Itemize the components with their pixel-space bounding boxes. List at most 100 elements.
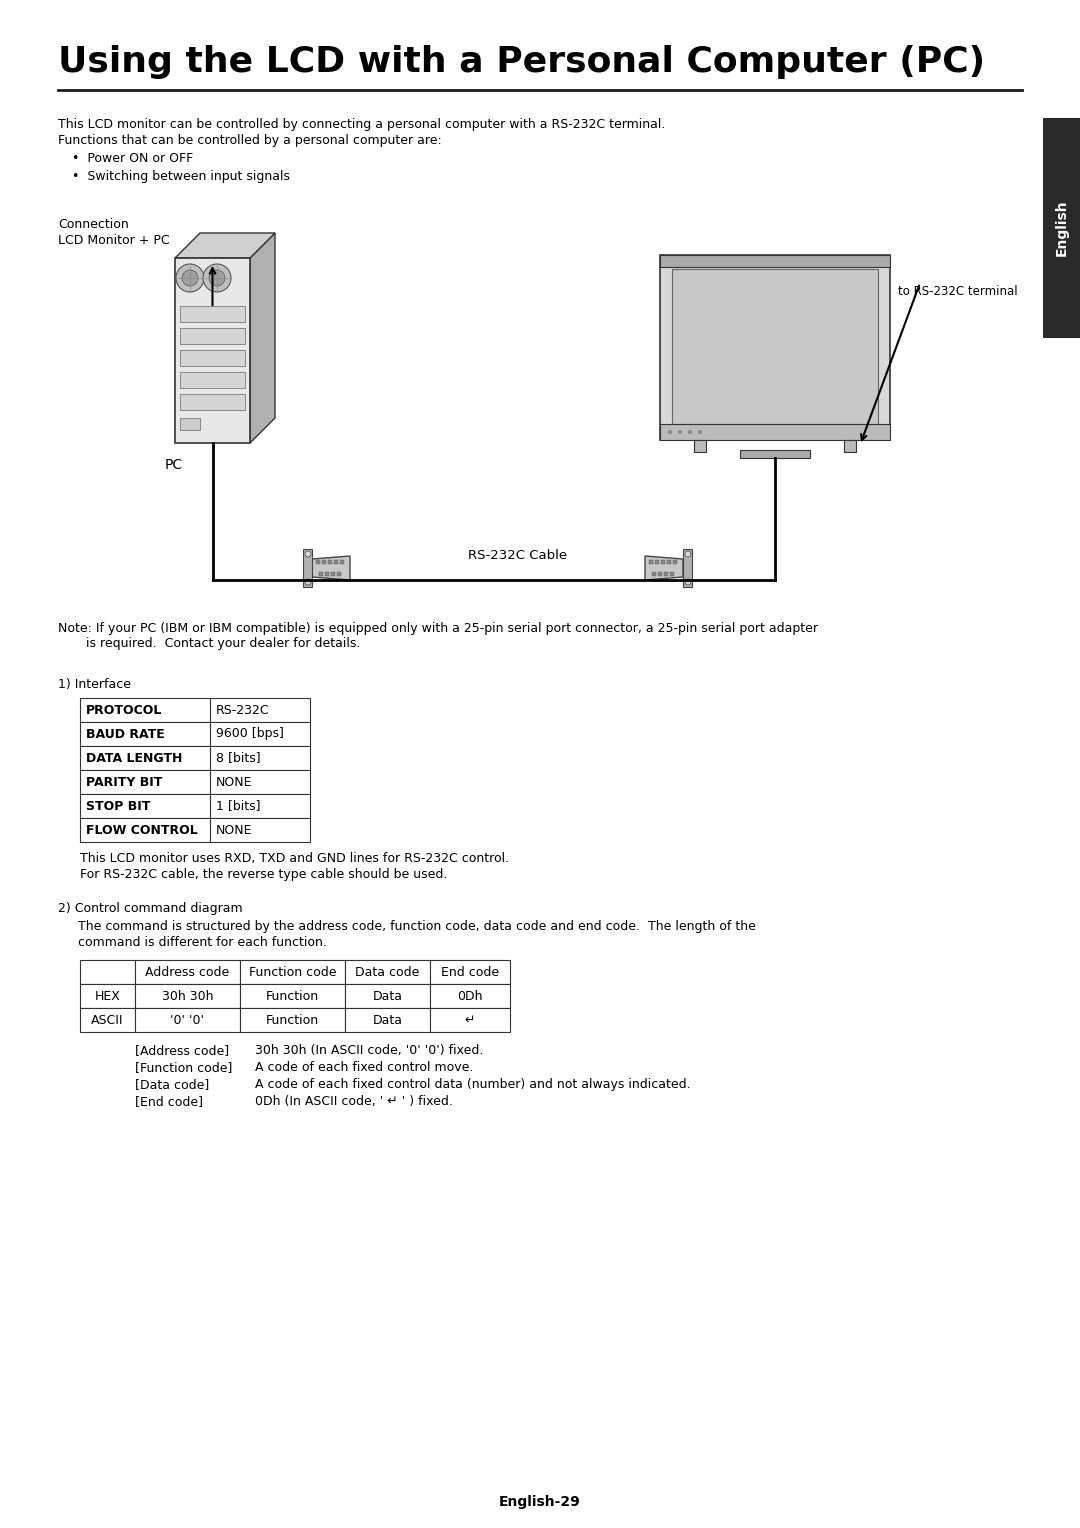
Circle shape [203, 264, 231, 292]
Circle shape [305, 579, 311, 585]
Circle shape [669, 429, 672, 434]
Text: DATA LENGTH: DATA LENGTH [86, 752, 183, 764]
Text: 0Dh: 0Dh [457, 990, 483, 1002]
Text: 2) Control command diagram: 2) Control command diagram [58, 902, 243, 915]
Bar [135, 960, 240, 984]
Bar [430, 960, 510, 984]
Bar [683, 549, 692, 587]
Text: This LCD monitor uses RXD, TXD and GND lines for RS-232C control.: This LCD monitor uses RXD, TXD and GND l… [80, 853, 509, 865]
Bar [652, 571, 656, 576]
Bar [673, 559, 677, 564]
Bar [80, 698, 210, 723]
Bar [322, 559, 326, 564]
Circle shape [685, 579, 691, 585]
Bar [334, 559, 338, 564]
Text: 30h 30h (In ASCII code, '0' '0') fixed.: 30h 30h (In ASCII code, '0' '0') fixed. [255, 1044, 484, 1057]
Bar [80, 1008, 135, 1031]
Bar [316, 559, 320, 564]
Bar [240, 960, 345, 984]
Text: English-29: English-29 [499, 1494, 581, 1510]
Text: Functions that can be controlled by a personal computer are:: Functions that can be controlled by a pe… [58, 134, 442, 147]
Bar [80, 770, 210, 795]
Bar [303, 549, 312, 587]
Text: PROTOCOL: PROTOCOL [86, 703, 162, 717]
Text: FLOW CONTROL: FLOW CONTROL [86, 824, 198, 836]
Text: [Address code]: [Address code] [135, 1044, 229, 1057]
Polygon shape [249, 232, 275, 443]
Bar [664, 571, 669, 576]
Bar [210, 770, 310, 795]
Bar [80, 723, 210, 746]
Bar [694, 440, 706, 452]
Text: End code: End code [441, 966, 499, 978]
Text: RS-232C: RS-232C [216, 703, 270, 717]
Text: PC: PC [165, 458, 184, 472]
Bar [337, 571, 341, 576]
Bar [180, 350, 245, 367]
Text: 0Dh (In ASCII code, ' ↵ ' ) fixed.: 0Dh (In ASCII code, ' ↵ ' ) fixed. [255, 1096, 453, 1108]
Text: •  Switching between input signals: • Switching between input signals [72, 170, 291, 183]
Text: ↵: ↵ [464, 1013, 475, 1027]
Text: A code of each fixed control move.: A code of each fixed control move. [255, 1060, 473, 1074]
Circle shape [305, 552, 311, 558]
Bar [330, 571, 335, 576]
Bar [180, 329, 245, 344]
Bar [430, 984, 510, 1008]
Bar [654, 559, 659, 564]
Bar [325, 571, 329, 576]
Bar [658, 571, 662, 576]
Polygon shape [645, 556, 683, 581]
Bar [135, 1008, 240, 1031]
Bar [661, 559, 665, 564]
Bar [210, 817, 310, 842]
Bar [345, 984, 430, 1008]
Text: 1) Interface: 1) Interface [58, 678, 131, 691]
Bar [210, 723, 310, 746]
Bar [175, 258, 249, 443]
Text: Using the LCD with a Personal Computer (PC): Using the LCD with a Personal Computer (… [58, 44, 985, 79]
Text: Data code: Data code [355, 966, 420, 978]
Bar [180, 306, 245, 322]
Bar [340, 559, 345, 564]
Text: This LCD monitor can be controlled by connecting a personal computer with a RS-2: This LCD monitor can be controlled by co… [58, 118, 665, 131]
Bar [80, 960, 135, 984]
Bar [660, 255, 890, 440]
Text: to RS-232C terminal: to RS-232C terminal [897, 286, 1017, 298]
Bar [80, 817, 210, 842]
Text: '0' '0': '0' '0' [171, 1013, 204, 1027]
Text: NONE: NONE [216, 776, 253, 788]
Text: Function: Function [266, 990, 319, 1002]
Polygon shape [175, 232, 275, 258]
Text: PARITY BIT: PARITY BIT [86, 776, 162, 788]
Bar [345, 1008, 430, 1031]
Text: A code of each fixed control data (number) and not always indicated.: A code of each fixed control data (numbe… [255, 1077, 690, 1091]
Polygon shape [312, 556, 350, 581]
Bar [1043, 118, 1080, 338]
Text: English: English [1054, 200, 1068, 257]
Text: The command is structured by the address code, function code, data code and end : The command is structured by the address… [78, 920, 756, 934]
Bar [667, 559, 671, 564]
Bar [660, 255, 890, 267]
Bar [660, 423, 890, 440]
Bar [649, 559, 653, 564]
Circle shape [210, 270, 225, 286]
Text: Note: If your PC (IBM or IBM compatible) is equipped only with a 25-pin serial p: Note: If your PC (IBM or IBM compatible)… [58, 622, 818, 636]
Text: BAUD RATE: BAUD RATE [86, 727, 165, 741]
Bar [180, 419, 200, 429]
Bar [240, 1008, 345, 1031]
Text: Function code: Function code [248, 966, 336, 978]
Bar [672, 269, 878, 423]
Bar [740, 451, 810, 458]
Text: Data: Data [373, 990, 403, 1002]
Text: ASCII: ASCII [91, 1013, 124, 1027]
Text: Data: Data [373, 1013, 403, 1027]
Circle shape [678, 429, 681, 434]
Text: For RS-232C cable, the reverse type cable should be used.: For RS-232C cable, the reverse type cabl… [80, 868, 447, 882]
Bar [80, 795, 210, 817]
Text: [Data code]: [Data code] [135, 1077, 210, 1091]
Bar [180, 371, 245, 388]
Text: 1 [bits]: 1 [bits] [216, 799, 260, 813]
Text: •  Power ON or OFF: • Power ON or OFF [72, 151, 193, 165]
Text: RS-232C Cable: RS-232C Cable [468, 549, 567, 562]
Text: is required.  Contact your dealer for details.: is required. Contact your dealer for det… [58, 637, 361, 649]
